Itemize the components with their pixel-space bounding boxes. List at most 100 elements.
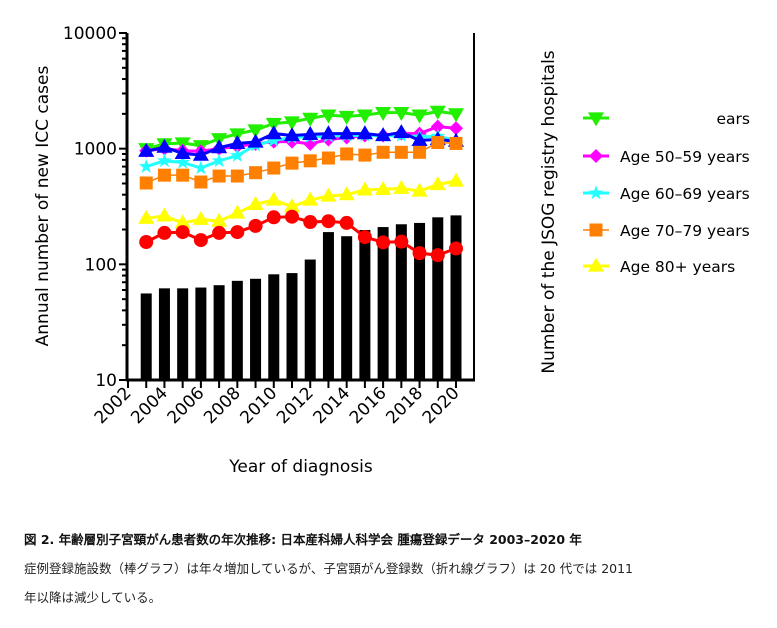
data-point-yellow <box>138 209 155 224</box>
data-point-blue <box>320 125 337 140</box>
bar-hospitals <box>268 274 280 380</box>
y-tick-label: 1000 <box>74 140 117 160</box>
data-point-cyan <box>138 158 154 173</box>
data-point-orange <box>285 156 299 170</box>
data-point-green <box>393 107 410 122</box>
data-point-green <box>447 108 465 123</box>
data-point-red <box>376 235 391 250</box>
data-point-yellow <box>375 180 392 195</box>
data-point-blue <box>138 142 155 157</box>
data-point-yellow <box>156 207 173 222</box>
data-point-yellow <box>356 181 373 196</box>
series-line-red <box>145 215 457 257</box>
data-point-orange <box>449 136 463 150</box>
data-point-red <box>303 215 318 230</box>
data-point-orange <box>413 145 427 159</box>
data-point-blue <box>229 135 246 150</box>
legend-marker-yellow <box>587 257 605 272</box>
data-point-green <box>302 112 319 127</box>
data-point-red <box>193 233 208 248</box>
y-tick-label: 10000 <box>63 24 117 44</box>
data-point-magenta <box>430 119 445 134</box>
data-point-orange <box>267 161 281 175</box>
data-point-yellow <box>338 186 355 201</box>
data-point-yellow <box>229 204 246 219</box>
data-point-orange <box>376 145 390 159</box>
data-point-red <box>357 230 372 245</box>
data-point-green <box>429 105 446 120</box>
data-point-red <box>230 225 245 240</box>
data-point-red <box>412 246 427 261</box>
data-point-blue <box>211 139 228 154</box>
bar-hospitals <box>304 259 316 380</box>
data-point-orange <box>321 151 335 165</box>
bar-hospitals <box>250 278 262 380</box>
data-point-blue <box>265 125 282 140</box>
data-point-blue <box>393 124 410 139</box>
data-point-orange <box>303 154 317 168</box>
data-point-orange <box>394 145 408 159</box>
series-line-yellow <box>146 179 457 225</box>
legend-label-orange: Age 70–79 years <box>620 222 750 240</box>
data-point-cyan <box>266 132 282 147</box>
bar-hospitals <box>377 227 389 380</box>
bar-hospitals <box>177 288 189 380</box>
legend-label-green: ears <box>717 110 750 128</box>
data-point-yellow <box>211 212 228 227</box>
data-point-blue <box>192 146 209 161</box>
series-line-orange <box>145 141 457 184</box>
x-tick-label: 2012 <box>273 383 318 428</box>
series-line-magenta <box>146 125 457 153</box>
x-tick-label: 2016 <box>346 383 391 428</box>
data-point-green <box>375 107 392 122</box>
data-point-red <box>139 234 154 249</box>
data-point-red <box>321 214 336 229</box>
data-point-cyan <box>157 153 172 168</box>
y-tick-label: 100 <box>85 255 117 275</box>
data-point-red <box>339 215 354 230</box>
data-point-blue <box>174 145 191 160</box>
data-point-cyan <box>193 160 209 175</box>
data-point-blue <box>356 125 373 140</box>
data-point-red <box>212 225 227 240</box>
data-point-red <box>175 225 190 240</box>
x-tick-label: 2018 <box>382 383 427 428</box>
data-point-yellow <box>247 195 264 210</box>
data-point-orange <box>340 147 354 161</box>
y-axis-title: Annual number of new ICC cases <box>33 66 53 347</box>
data-point-blue <box>338 125 355 140</box>
data-point-orange <box>194 175 208 189</box>
bar-hospitals <box>195 287 207 380</box>
figure-caption-line-1: 症例登録施設数（棒グラフ）は年々増加しているが、子宮頸がん登録数（折れ線グラフ）… <box>24 561 634 576</box>
data-point-cyan <box>230 147 245 162</box>
bar-hospitals <box>322 232 334 380</box>
data-point-blue <box>302 125 319 140</box>
data-point-yellow <box>283 198 301 213</box>
data-point-red <box>394 234 409 249</box>
data-point-green <box>283 116 301 131</box>
y2-axis-title: Number of the JSOG registry hospitals <box>539 50 559 373</box>
legend-marker-orange <box>589 223 603 237</box>
data-point-yellow <box>174 214 191 229</box>
x-tick-label: 2014 <box>309 383 354 428</box>
x-tick-label: 2020 <box>419 383 464 428</box>
icc-chart: 1010010001000020022004200620082010201220… <box>33 24 750 477</box>
data-point-green <box>265 117 282 132</box>
data-point-green <box>338 110 355 125</box>
bar-hospitals <box>158 288 170 380</box>
data-point-orange <box>358 148 372 162</box>
bar-hospitals <box>140 293 152 380</box>
data-point-orange <box>249 166 263 180</box>
data-point-red <box>430 248 445 263</box>
data-point-green <box>320 109 337 124</box>
legend-label-cyan: Age 60–69 years <box>620 185 750 203</box>
data-point-red <box>157 225 172 240</box>
x-axis-title: Year of diagnosis <box>228 457 373 477</box>
figure-caption-line-2: 年以降は減少している。 <box>24 590 162 605</box>
data-point-yellow <box>393 179 410 194</box>
x-tick-label: 2008 <box>200 383 245 428</box>
data-point-magenta <box>449 121 463 136</box>
data-point-green <box>411 109 428 124</box>
data-point-red <box>449 241 463 256</box>
data-point-red <box>266 210 281 225</box>
